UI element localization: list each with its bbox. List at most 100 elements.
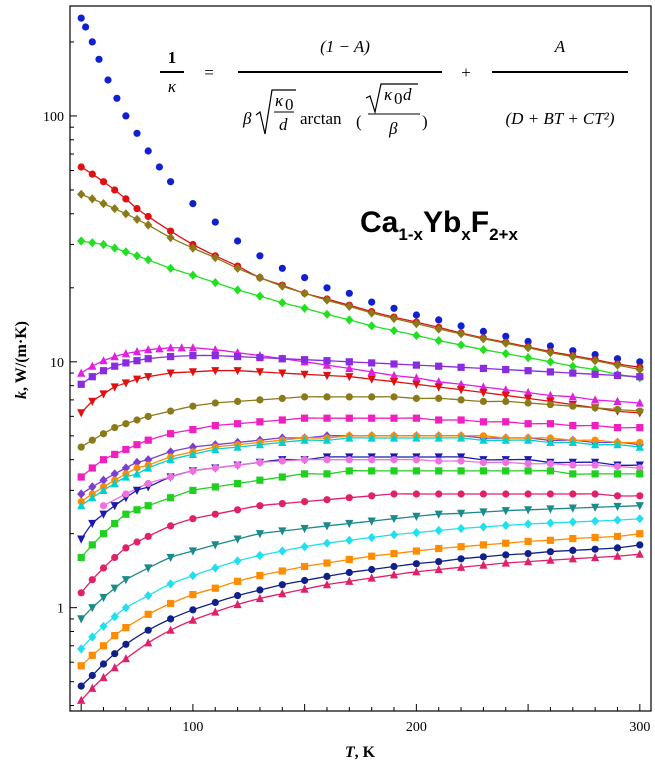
data-point-s0 bbox=[636, 358, 644, 366]
data-point-s2 bbox=[255, 273, 264, 283]
data-point-s5 bbox=[301, 356, 309, 364]
data-point-s18 bbox=[144, 610, 152, 618]
data-point-s4 bbox=[166, 343, 175, 352]
data-point-s17 bbox=[367, 532, 376, 543]
markers bbox=[77, 14, 644, 704]
data-point-s13 bbox=[412, 456, 420, 464]
data-point-s15 bbox=[301, 498, 309, 506]
data-point-s0 bbox=[412, 311, 420, 319]
data-point-s16 bbox=[211, 541, 220, 550]
formula-equals: = bbox=[204, 63, 214, 82]
data-point-s19 bbox=[88, 671, 96, 680]
data-point-s15 bbox=[88, 576, 96, 584]
data-point-s20 bbox=[255, 593, 264, 603]
data-point-s18 bbox=[345, 555, 353, 564]
data-point-s7 bbox=[167, 407, 175, 415]
data-point-s4 bbox=[121, 349, 130, 358]
data-point-s14 bbox=[345, 467, 353, 475]
data-point-s14 bbox=[211, 483, 219, 491]
data-point-s0 bbox=[390, 304, 398, 312]
data-point-s13 bbox=[323, 456, 331, 464]
data-point-s14 bbox=[390, 467, 398, 475]
data-point-s8 bbox=[323, 414, 331, 422]
data-point-s13 bbox=[368, 456, 376, 464]
data-point-s17 bbox=[233, 556, 242, 566]
data-point-s18 bbox=[189, 591, 197, 599]
data-point-s13 bbox=[591, 461, 599, 469]
data-point-s16 bbox=[613, 502, 622, 512]
data-point-s15 bbox=[591, 490, 599, 498]
data-point-s18 bbox=[502, 539, 510, 547]
data-point-s15 bbox=[435, 490, 443, 498]
data-point-s15 bbox=[636, 492, 644, 500]
data-point-s4 bbox=[110, 352, 119, 361]
data-point-s18 bbox=[390, 550, 398, 558]
data-point-s15 bbox=[569, 490, 577, 498]
data-point-s19 bbox=[390, 562, 398, 571]
data-point-s5 bbox=[368, 359, 376, 367]
data-point-s20 bbox=[591, 552, 600, 562]
data-point-s8 bbox=[111, 450, 119, 458]
data-point-s17 bbox=[88, 632, 97, 642]
data-point-s7 bbox=[211, 399, 219, 407]
data-point-s17 bbox=[412, 528, 421, 538]
data-point-s5 bbox=[122, 359, 130, 367]
data-point-s8 bbox=[412, 414, 420, 422]
data-point-s11 bbox=[300, 435, 309, 444]
data-point-s14 bbox=[189, 486, 197, 494]
fit-line-9 bbox=[80, 435, 640, 495]
y-tick-label: 100 bbox=[43, 110, 64, 125]
data-point-s3 bbox=[524, 353, 533, 363]
data-point-s2 bbox=[345, 301, 354, 311]
data-point-s3 bbox=[144, 255, 153, 265]
formula-arctan: arctan bbox=[300, 109, 342, 128]
data-point-s9 bbox=[99, 475, 108, 485]
data-point-s14 bbox=[278, 473, 286, 481]
data-point-s15 bbox=[144, 532, 152, 541]
data-point-s17 bbox=[322, 538, 332, 548]
data-point-s20 bbox=[501, 558, 510, 567]
data-point-s15 bbox=[546, 490, 555, 498]
data-point-s19 bbox=[345, 568, 353, 577]
data-point-s18 bbox=[636, 530, 644, 538]
data-point-s5 bbox=[524, 367, 532, 375]
data-point-s20 bbox=[367, 573, 376, 582]
data-point-s8 bbox=[301, 414, 309, 422]
data-point-s9 bbox=[166, 447, 175, 457]
formula-kappa0-subscript: 0 bbox=[285, 95, 294, 114]
data-point-s3 bbox=[389, 326, 399, 336]
data-point-s14 bbox=[435, 467, 443, 475]
data-point-s8 bbox=[345, 414, 353, 422]
data-point-s15 bbox=[234, 506, 242, 514]
data-point-s2 bbox=[233, 263, 242, 273]
data-point-s6 bbox=[434, 383, 443, 392]
data-point-s8 bbox=[256, 418, 264, 426]
data-point-s19 bbox=[256, 586, 264, 594]
data-point-s2 bbox=[479, 334, 488, 344]
data-point-s4 bbox=[546, 390, 555, 399]
data-point-s4 bbox=[132, 347, 142, 356]
data-point-s16 bbox=[322, 522, 332, 531]
data-point-s13 bbox=[189, 467, 197, 475]
data-point-s8 bbox=[457, 416, 465, 424]
data-point-s8 bbox=[122, 445, 130, 454]
data-point-s12 bbox=[110, 502, 119, 511]
data-point-s17 bbox=[591, 516, 600, 526]
data-point-s8 bbox=[211, 422, 219, 430]
data-point-s20 bbox=[412, 567, 421, 576]
data-point-s16 bbox=[591, 503, 600, 512]
data-point-s14 bbox=[569, 470, 577, 478]
data-point-s15 bbox=[479, 490, 487, 498]
data-point-s11 bbox=[121, 472, 130, 481]
data-point-s3 bbox=[457, 340, 466, 350]
data-point-s3 bbox=[255, 291, 264, 301]
data-point-s7 bbox=[256, 396, 264, 404]
data-point-s14 bbox=[368, 467, 376, 475]
fit-line-8 bbox=[80, 417, 640, 478]
formula-d-inner: d bbox=[403, 85, 412, 104]
data-point-s5 bbox=[546, 368, 554, 376]
data-point-s7 bbox=[122, 420, 130, 428]
data-point-s13 bbox=[278, 457, 286, 465]
data-point-s6 bbox=[278, 369, 287, 378]
data-point-s19 bbox=[412, 560, 420, 568]
